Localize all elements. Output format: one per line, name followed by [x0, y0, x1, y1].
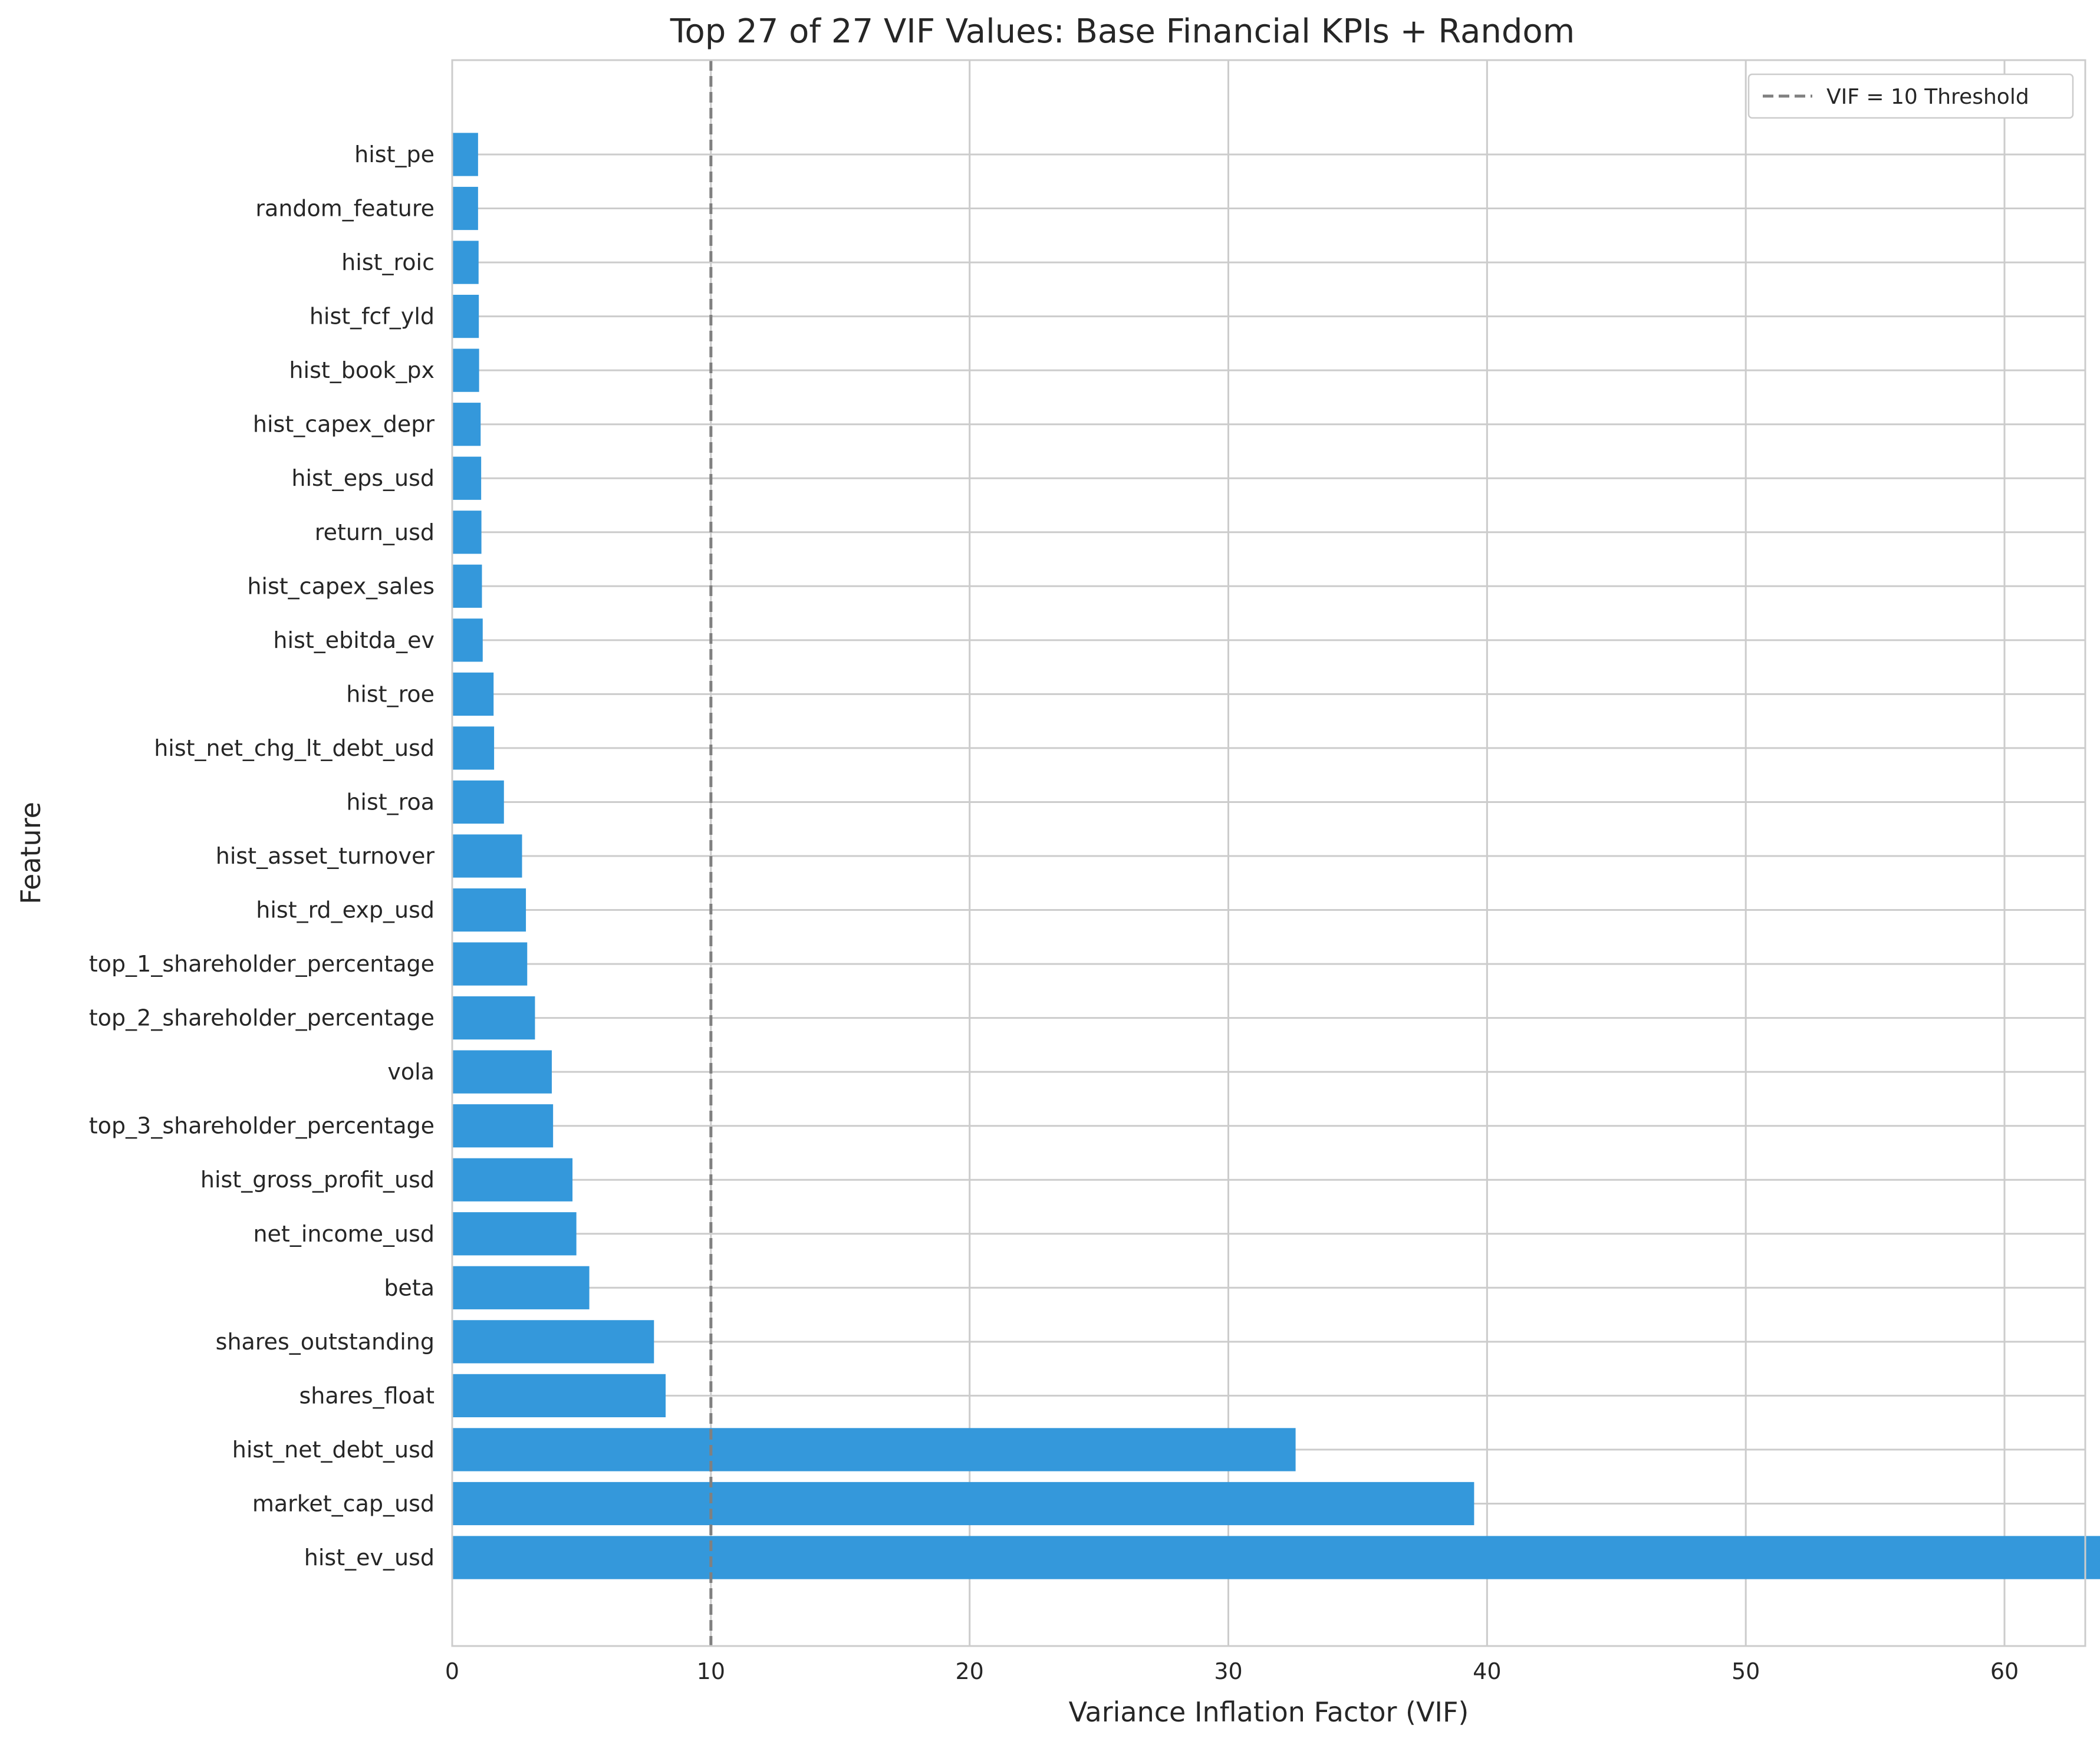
y-tick-label: shares_outstanding — [216, 1329, 435, 1355]
y-tick-label: beta — [384, 1275, 435, 1301]
bar-hist_rd_exp_usd — [452, 888, 526, 932]
y-tick-label: hist_capex_depr — [253, 412, 435, 437]
bar-hist_roic — [452, 241, 479, 284]
bar-hist_book_px — [452, 348, 479, 392]
bar-hist_asset_turnover — [452, 834, 522, 878]
bar-random_feature — [452, 186, 478, 231]
y-tick-label: shares_float — [299, 1382, 435, 1408]
bar-hist_roe — [452, 672, 494, 716]
bar-hist_ebitda_ev — [452, 618, 483, 662]
bar-hist_net_chg_lt_debt_usd — [452, 726, 495, 770]
y-tick-label: top_1_shareholder_percentage — [89, 951, 435, 977]
y-tick-label: hist_ev_usd — [304, 1545, 435, 1571]
bar-return_usd — [452, 511, 482, 554]
legend-threshold-label: VIF = 10 Threshold — [1826, 85, 2029, 109]
y-tick-label: hist_ebitda_ev — [273, 627, 435, 653]
bar-hist_capex_sales — [452, 564, 482, 608]
bar-hist_gross_profit_usd — [452, 1158, 573, 1201]
y-tick-label: hist_roe — [346, 681, 435, 707]
bar-hist_ev_usd — [452, 1536, 2100, 1579]
y-tick-label: return_usd — [315, 519, 435, 545]
x-tick-label: 20 — [955, 1658, 983, 1684]
y-tick-label: hist_net_chg_lt_debt_usd — [154, 735, 435, 761]
bar-hist_pe — [452, 133, 478, 176]
y-tick-label: hist_net_debt_usd — [232, 1437, 435, 1463]
bar-market_cap_usd — [452, 1482, 1474, 1526]
y-tick-label: hist_roic — [341, 249, 435, 275]
bar-hist_fcf_yld — [452, 295, 479, 338]
grid-lines — [451, 60, 2085, 1646]
y-tick-label: hist_asset_turnover — [216, 843, 435, 869]
y-tick-label: top_2_shareholder_percentage — [89, 1005, 435, 1031]
bar-vola — [452, 1050, 552, 1094]
legend: VIF = 10 Threshold — [1747, 73, 2074, 119]
bar-top_2_shareholder_percentage — [452, 996, 535, 1040]
x-tick-label: 30 — [1214, 1658, 1242, 1684]
y-tick-label: hist_rd_exp_usd — [256, 897, 435, 923]
chart-title: Top 27 of 27 VIF Values: Base Financial … — [670, 12, 1575, 51]
y-tick-label: hist_eps_usd — [291, 465, 435, 491]
x-axis-label: Variance Inflation Factor (VIF) — [1069, 1696, 1469, 1728]
plot-frame — [451, 59, 2086, 1647]
bar-hist_net_debt_usd — [452, 1428, 1296, 1472]
y-tick-label: hist_pe — [354, 141, 435, 167]
bars — [452, 133, 2100, 1579]
x-tick-label: 50 — [1732, 1658, 1760, 1684]
x-tick-labels: 0 10 20 30 40 50 60 — [445, 1658, 2019, 1684]
bar-net_income_usd — [452, 1212, 577, 1256]
bar-hist_roa — [452, 780, 504, 824]
bar-hist_capex_depr — [452, 403, 481, 446]
legend-box — [1747, 73, 2074, 119]
bar-shares_float — [452, 1374, 666, 1417]
y-tick-label: hist_capex_sales — [247, 573, 435, 599]
bar-shares_outstanding — [452, 1320, 654, 1364]
y-tick-label: hist_gross_profit_usd — [200, 1167, 435, 1193]
y-tick-label: random_feature — [255, 196, 435, 222]
bar-beta — [452, 1266, 590, 1309]
y-tick-labels: hist_pe random_feature hist_roic hist_fcf_y… — [89, 141, 435, 1571]
y-tick-label: hist_book_px — [289, 357, 435, 383]
x-tick-label: 10 — [697, 1658, 725, 1684]
bar-top_1_shareholder_percentage — [452, 942, 528, 986]
y-tick-label: net_income_usd — [253, 1221, 435, 1247]
x-tick-label: 60 — [1990, 1658, 2019, 1684]
x-tick-label: 40 — [1473, 1658, 1501, 1684]
y-tick-label: hist_fcf_yld — [310, 304, 435, 330]
y-tick-label: top_3_shareholder_percentage — [89, 1113, 435, 1139]
bar-hist_eps_usd — [452, 456, 482, 500]
x-tick-label: 0 — [445, 1658, 459, 1684]
bar-top_3_shareholder_percentage — [452, 1104, 554, 1148]
y-tick-label: vola — [387, 1059, 435, 1085]
y-tick-label: hist_roa — [346, 789, 435, 815]
y-tick-label: market_cap_usd — [252, 1490, 435, 1516]
y-axis-label: Feature — [15, 802, 47, 904]
